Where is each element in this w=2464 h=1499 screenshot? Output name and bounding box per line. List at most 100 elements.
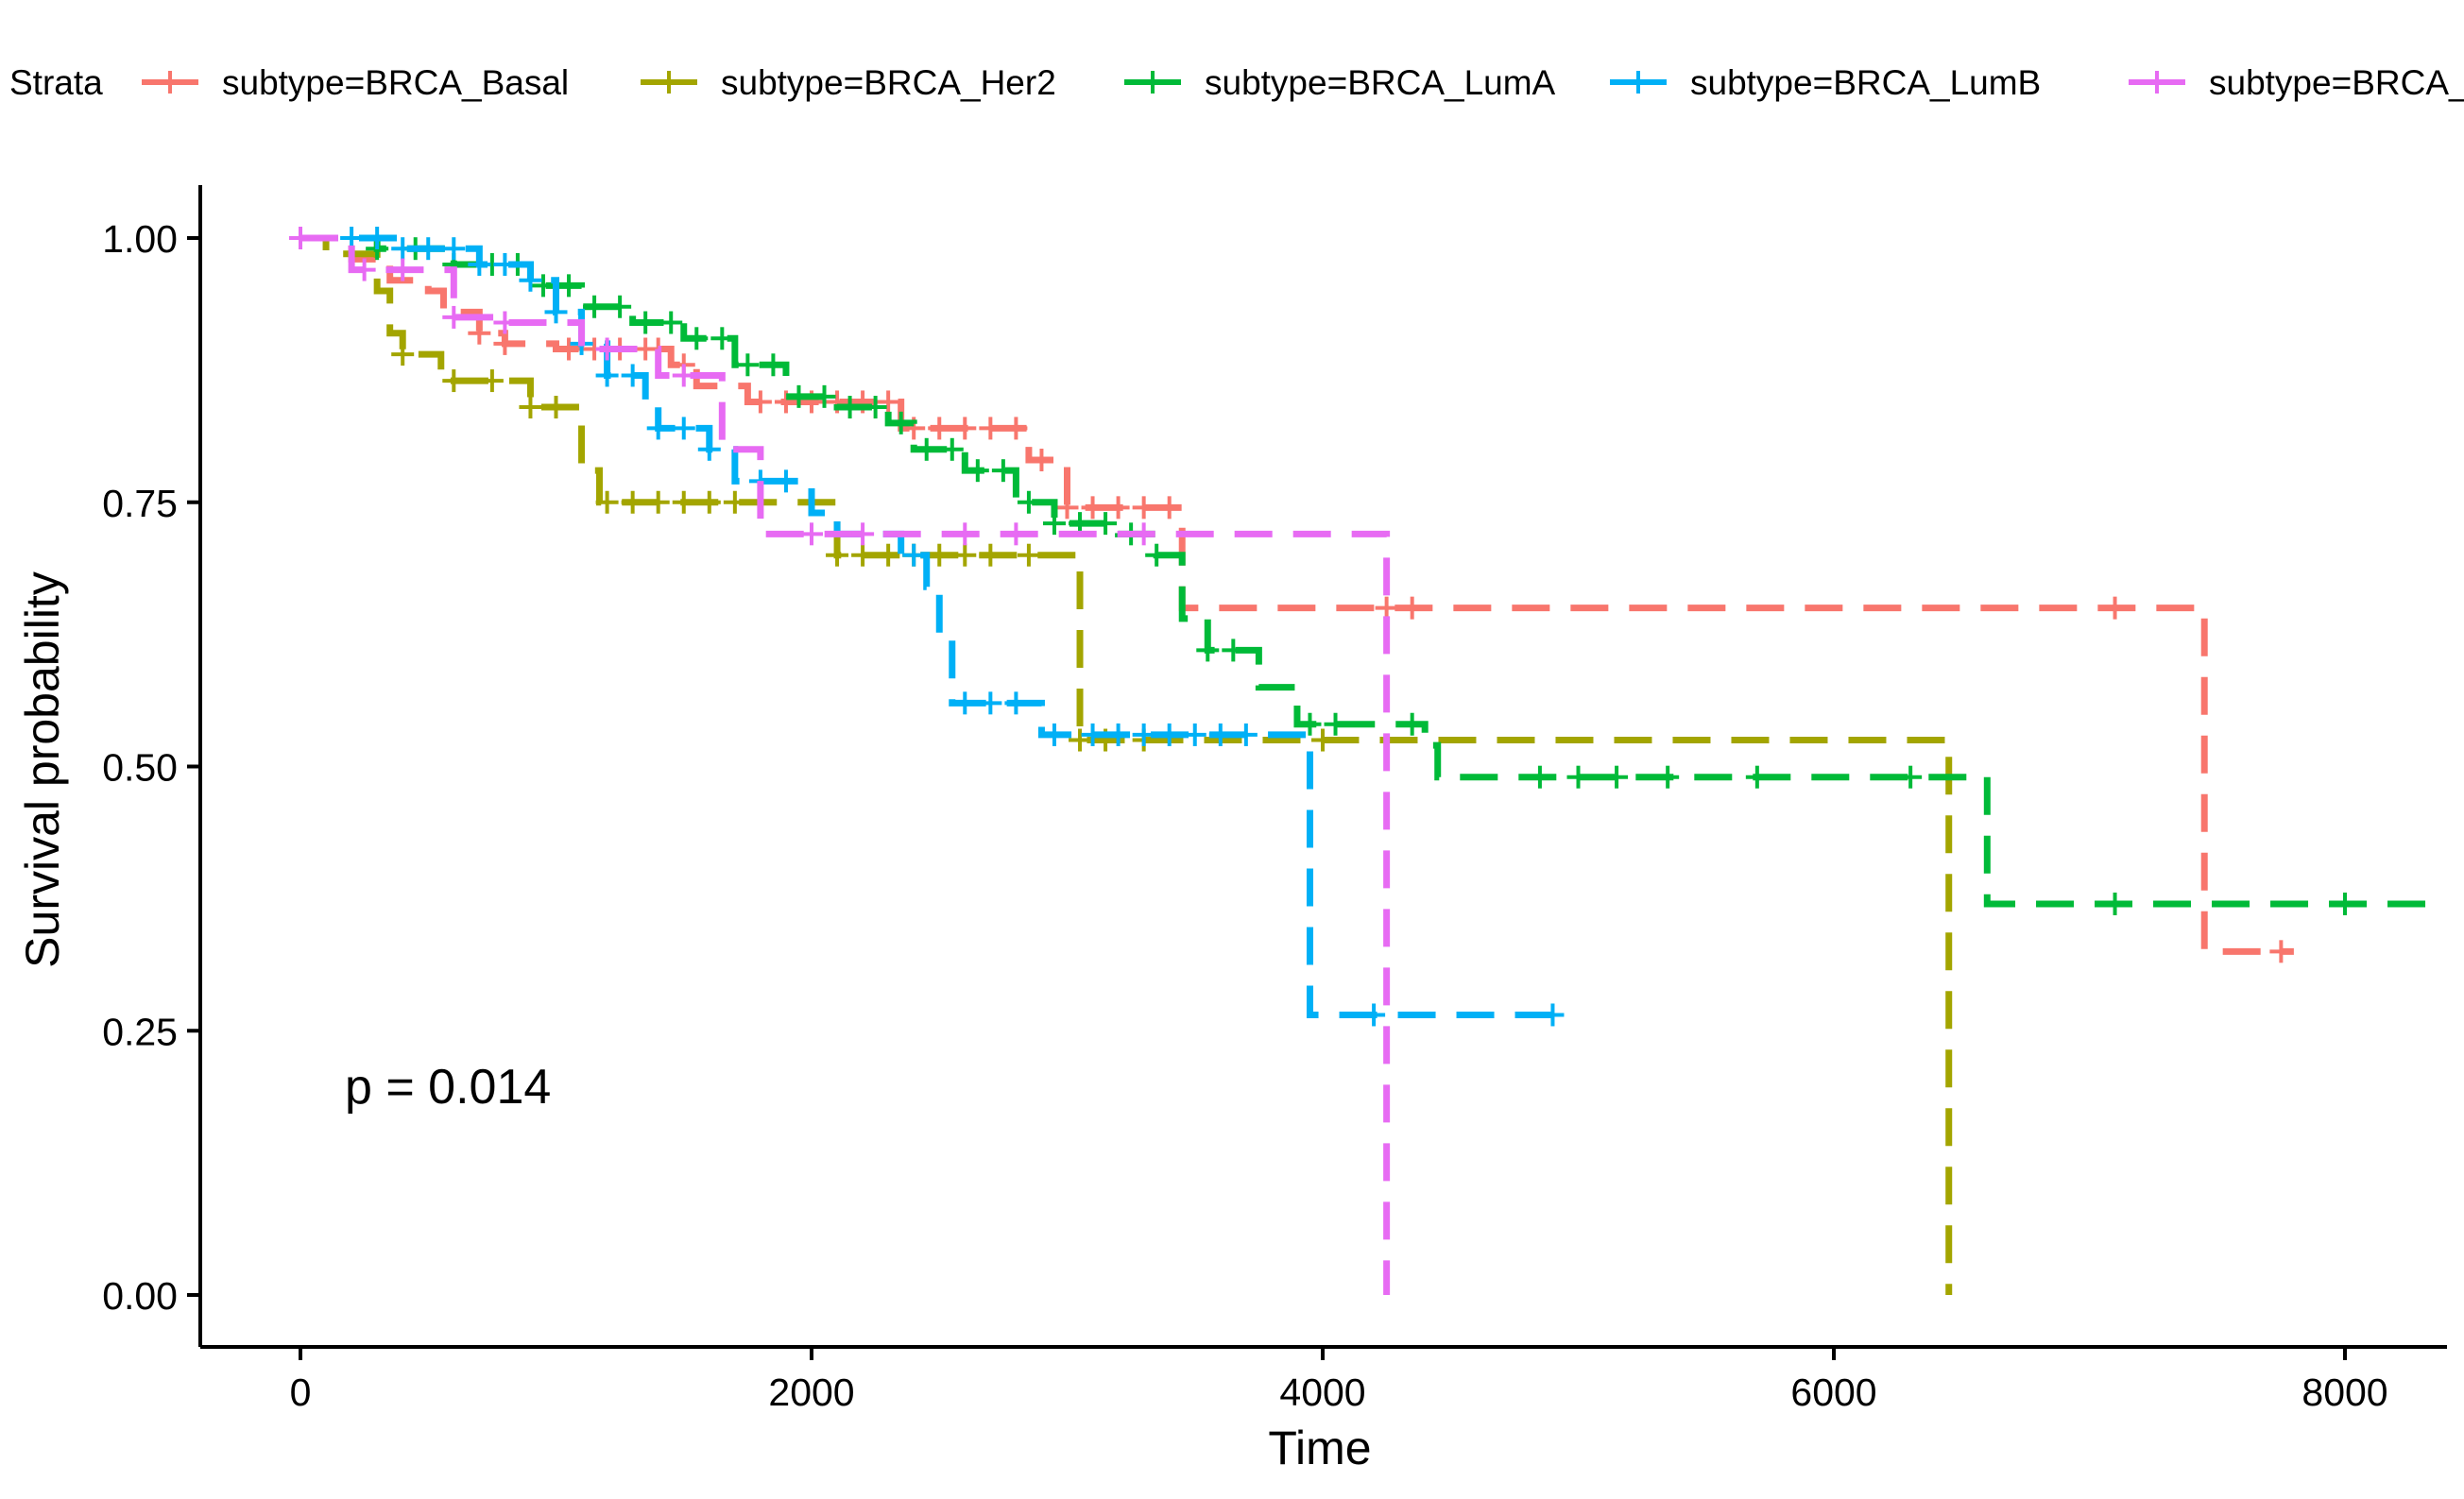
censor-mark (583, 295, 607, 318)
censor-mark (774, 390, 797, 414)
censor-mark (1055, 496, 1079, 520)
censor-mark (366, 227, 389, 249)
censor-mark (851, 522, 875, 546)
censor-mark (417, 237, 440, 261)
censor-mark (480, 369, 504, 393)
censor-mark (1004, 691, 1028, 715)
legend-item-subtype-brca-luma: subtype=BRCA_LumA (1124, 63, 1556, 102)
series-subtype-brca-her2 (300, 234, 1953, 1295)
censor-mark (519, 396, 542, 419)
censor-mark (468, 321, 491, 345)
p-value-annotation: p = 0.014 (345, 1060, 551, 1115)
censor-mark (1656, 765, 1680, 789)
censor-mark (826, 543, 849, 567)
censor-mark (468, 252, 491, 276)
censor-mark (442, 369, 466, 393)
censor-mark (608, 295, 632, 318)
censor-mark (953, 522, 977, 546)
censor-mark (851, 543, 875, 567)
censor-mark (697, 490, 721, 514)
censor-mark (1106, 723, 1130, 746)
censor-mark (531, 274, 555, 298)
censor-mark (1145, 543, 1169, 567)
legend: Strata subtype=BRCA_Basal subtype=BRCA_He… (9, 63, 2464, 102)
series-subtype-brca-basal (300, 234, 2294, 963)
censor-mark (953, 543, 977, 567)
censor-mark (2103, 892, 2127, 915)
censor-mark (595, 337, 619, 361)
censor-mark (519, 268, 542, 292)
x-tick-label: 6000 (1790, 1371, 1876, 1414)
censor-mark (761, 353, 785, 377)
censor-mark (800, 522, 823, 546)
censor-mark (557, 337, 581, 361)
censor-mark (493, 332, 517, 355)
censor-mark (1899, 765, 1923, 789)
censor-mark (1132, 496, 1155, 520)
censor-mark (928, 543, 951, 567)
legend-label: subtype=BRCA_LumB (1690, 63, 2041, 102)
censor-mark (442, 237, 466, 261)
legend-label: subtype=BRCA_Basal (222, 63, 569, 102)
legend-item-subtype-brca-normal: subtype=BRCA_Normal (2129, 63, 2464, 102)
censor-mark (1042, 723, 1066, 746)
series-subtype-brca-normal (289, 227, 1391, 1295)
legend-title: Strata (9, 63, 103, 102)
censor-mark (813, 384, 836, 408)
y-tick-label: 0.25 (102, 1010, 178, 1053)
censor-mark (1362, 1003, 1386, 1027)
censor-mark (979, 543, 1002, 567)
censor-mark (1030, 448, 1053, 471)
censor-mark (991, 459, 1015, 483)
censor-mark (1017, 543, 1040, 567)
censor-mark (697, 437, 721, 461)
survival-curve (300, 234, 2294, 955)
censor-mark (889, 411, 913, 434)
censor-mark (953, 691, 977, 715)
censor-mark (877, 543, 900, 567)
censor-mark (1528, 765, 1551, 789)
y-tick-label: 0.50 (102, 746, 178, 790)
plot-area (289, 227, 2435, 1295)
censor-mark (2334, 892, 2356, 915)
censor-mark (1745, 765, 1769, 789)
series-subtype-brca-lumb (300, 227, 1565, 1027)
censor-mark (1106, 496, 1130, 520)
censor-mark (1400, 596, 1424, 620)
censor-mark (621, 364, 644, 387)
censor-mark (595, 490, 619, 514)
legend-label: subtype=BRCA_Normal (2209, 63, 2464, 102)
x-tick-label: 8000 (2301, 1371, 2387, 1414)
censor-mark (1234, 723, 1258, 746)
censor-mark (544, 300, 568, 324)
censor-mark (634, 311, 658, 334)
censor-mark (1132, 522, 1155, 546)
censor-mark (1400, 712, 1424, 736)
censor-mark (953, 417, 977, 440)
censor-mark (659, 311, 683, 334)
legend-label: subtype=BRCA_Her2 (721, 63, 1056, 102)
censor-mark (1566, 765, 1590, 789)
censor-mark (1196, 639, 1220, 662)
censor-mark (774, 469, 797, 493)
censor-mark (787, 384, 811, 408)
censor-mark (2103, 596, 2127, 620)
censor-mark (1208, 723, 1232, 746)
censor-mark (1541, 1003, 1565, 1027)
censor-mark (1222, 639, 1245, 662)
censor-mark (979, 691, 1002, 715)
x-tick-label: 0 (290, 1371, 312, 1414)
censor-mark (672, 364, 695, 387)
legend-item-subtype-brca-lumb: subtype=BRCA_LumB (1610, 63, 2041, 102)
censor-mark (1298, 712, 1322, 736)
survival-curve (300, 234, 1953, 1295)
censor-mark (877, 390, 900, 414)
censor-mark (621, 490, 644, 514)
censor-mark (1042, 512, 1066, 536)
censor-mark (493, 311, 517, 334)
censor-mark (646, 417, 670, 440)
censor-mark (1081, 496, 1104, 520)
censor-mark (391, 343, 415, 366)
censor-mark (289, 227, 312, 249)
